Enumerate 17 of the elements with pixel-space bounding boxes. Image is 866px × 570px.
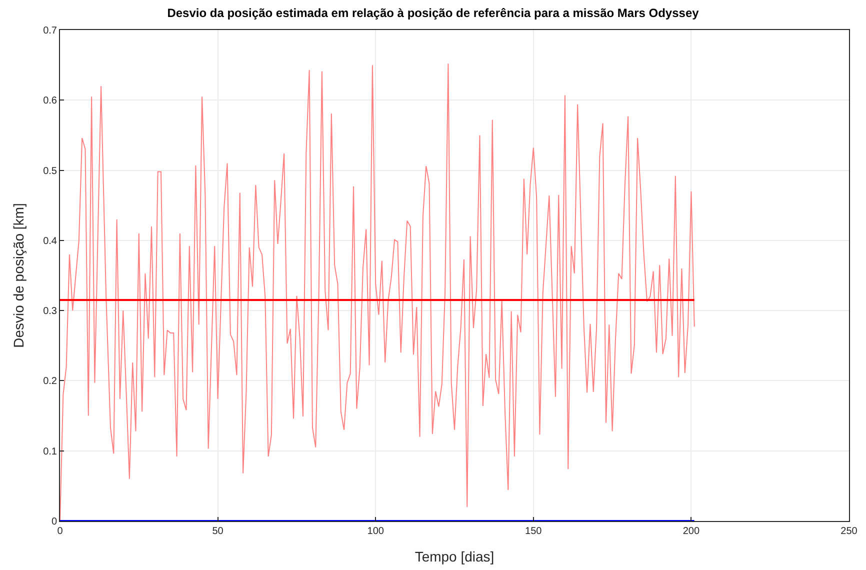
y-tick-label: 0 [51, 516, 58, 528]
x-tick-label: 200 [682, 526, 700, 537]
y-tick-label: 0.5 [43, 166, 58, 177]
x-axis-title: Tempo [dias] [414, 548, 494, 564]
y-tick-label: 0.4 [43, 236, 58, 247]
y-tick-label: 0.6 [43, 96, 58, 107]
line-series [60, 63, 695, 521]
y-tick-label: 0.3 [43, 306, 58, 318]
y-tick-label: 0.1 [43, 446, 58, 458]
x-tick-label: 250 [840, 526, 858, 537]
x-tick-label: 150 [525, 526, 542, 537]
y-axis-title: Desvio de posição [km] [10, 203, 27, 348]
x-tick-label: 100 [367, 526, 384, 537]
y-tick-label: 0.2 [43, 376, 58, 388]
y-tick-label: 0.7 [43, 26, 58, 36]
chart-title: Desvio da posição estimada em relação à posição de referência para a missão Mars Odyssey [167, 6, 700, 20]
x-tick-label: 50 [212, 526, 224, 537]
